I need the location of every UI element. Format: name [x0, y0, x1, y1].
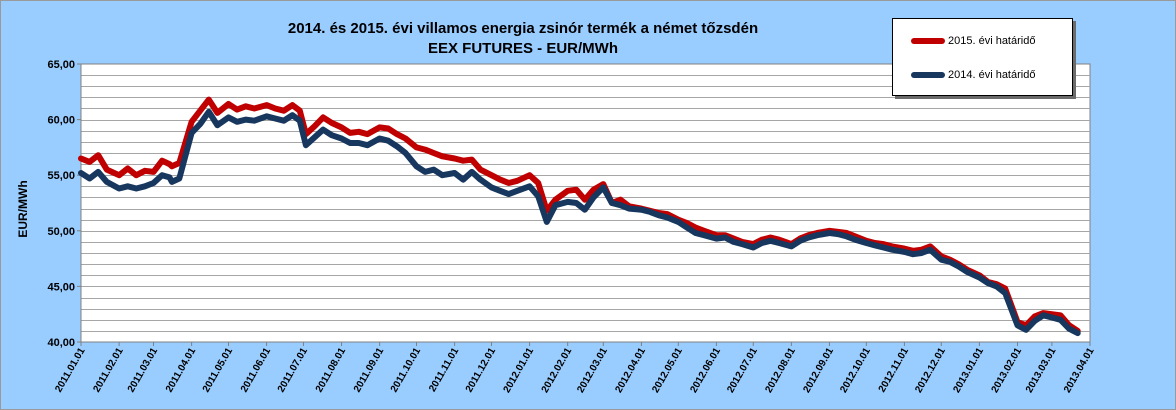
- x-tick-label: 2011.06.01: [239, 346, 273, 395]
- x-tick-label: 2012.08.01: [763, 346, 798, 395]
- x-tick-label: 2013.03.01: [1024, 346, 1059, 395]
- x-tick-label: 2011.11.01: [427, 346, 461, 394]
- x-tick-label: 2011.10.01: [389, 346, 423, 395]
- x-tick-label: 2011.07.01: [276, 346, 310, 395]
- x-tick-label: 2011.05.01: [201, 346, 235, 395]
- x-tick-label: 2012.02.01: [540, 346, 575, 395]
- x-tick-label: 2012.12.01: [913, 346, 948, 395]
- x-tick-label: 2011.02.01: [91, 346, 125, 395]
- x-tick-label: 2012.04.01: [613, 346, 648, 395]
- x-tick-label: 2011.12.01: [464, 346, 498, 395]
- chart-title-block: 2014. és 2015. évi villamos energia zsin…: [1, 19, 1045, 59]
- y-tick-label: 55,00: [47, 170, 75, 182]
- y-tick-label: 60,00: [47, 115, 75, 127]
- x-tick-label: 2011.04.01: [164, 346, 198, 395]
- x-tick-label: 2012.01.01: [502, 346, 537, 395]
- y-tick-label: 40,00: [47, 337, 75, 349]
- x-tick-label: 2013.02.01: [990, 346, 1025, 395]
- x-tick-label: 2012.05.01: [650, 346, 685, 395]
- x-tick-label: 2011.03.01: [126, 346, 160, 395]
- x-tick-label: 2012.06.01: [688, 346, 723, 395]
- x-tick-label: 2012.10.01: [838, 346, 873, 395]
- x-tick-label: 2012.07.01: [725, 346, 760, 395]
- series-line-2014: [78, 108, 1081, 337]
- legend: 2015. évi határidő 2014. évi határidő: [892, 18, 1073, 96]
- legend-swatch-2014: [911, 72, 945, 78]
- y-tick-label: 50,00: [47, 226, 75, 238]
- legend-swatch-2015: [911, 38, 945, 44]
- x-tick-label: 2011.09.01: [352, 346, 386, 395]
- x-tick-label: 2011.08.01: [314, 346, 348, 395]
- legend-label-2014: 2014. évi határidő: [948, 69, 1036, 81]
- chart-subtitle: EEX FUTURES - EUR/MWh: [428, 40, 618, 57]
- chart-title: 2014. és 2015. évi villamos energia zsin…: [287, 20, 759, 37]
- legend-label-2015: 2015. évi határidő: [948, 35, 1036, 47]
- x-tick-label: 2012.09.01: [801, 346, 836, 395]
- x-tick-label: 2012.11.01: [877, 346, 911, 395]
- series-line-2015: [78, 96, 1081, 334]
- x-tick-label: 2012.03.01: [575, 346, 610, 395]
- y-tick-label: 45,00: [47, 281, 75, 293]
- x-tick-label: 2013.01.01: [951, 346, 986, 395]
- x-tick-label: 2011.01.01: [53, 346, 87, 395]
- plot-area: [80, 63, 1091, 343]
- y-axis-label: EUR/MWh: [16, 180, 30, 237]
- x-tick-label: 2013.04.01: [1062, 346, 1097, 395]
- y-tick-label: 65,00: [47, 59, 75, 71]
